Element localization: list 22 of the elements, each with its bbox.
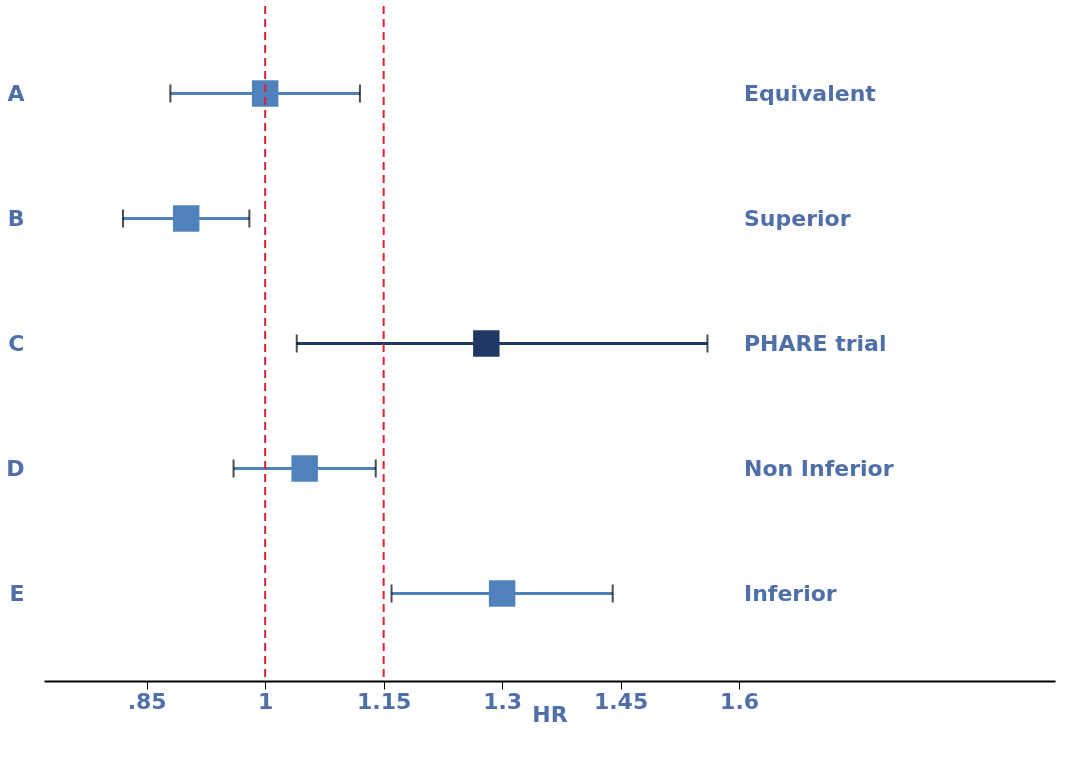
x-tick-label: 1.15 (356, 688, 412, 714)
point (291, 455, 318, 482)
y-tick-label: D (6, 455, 25, 481)
y-tick-label: A (7, 80, 25, 106)
x-tick-label: .85 (127, 688, 167, 714)
x-tick-label: 1 (258, 688, 274, 714)
annotation: Equivalent (744, 80, 877, 106)
x-tick-label: 1.45 (593, 688, 649, 714)
y-tick-label: C (8, 330, 25, 356)
x-tick-label: 1.6 (720, 688, 760, 714)
y-tick-label: B (7, 205, 25, 231)
annotation: Inferior (744, 580, 837, 606)
x-tick-label: 1.3 (483, 688, 523, 714)
y-tick-label: E (9, 580, 25, 606)
point (473, 330, 500, 357)
point (251, 80, 279, 107)
point (172, 205, 200, 232)
x-axis-title: HR (532, 701, 568, 727)
annotation: Non Inferior (744, 455, 894, 481)
annotation: Superior (744, 205, 851, 231)
annotation: PHARE trial (744, 330, 887, 356)
point (488, 580, 516, 607)
